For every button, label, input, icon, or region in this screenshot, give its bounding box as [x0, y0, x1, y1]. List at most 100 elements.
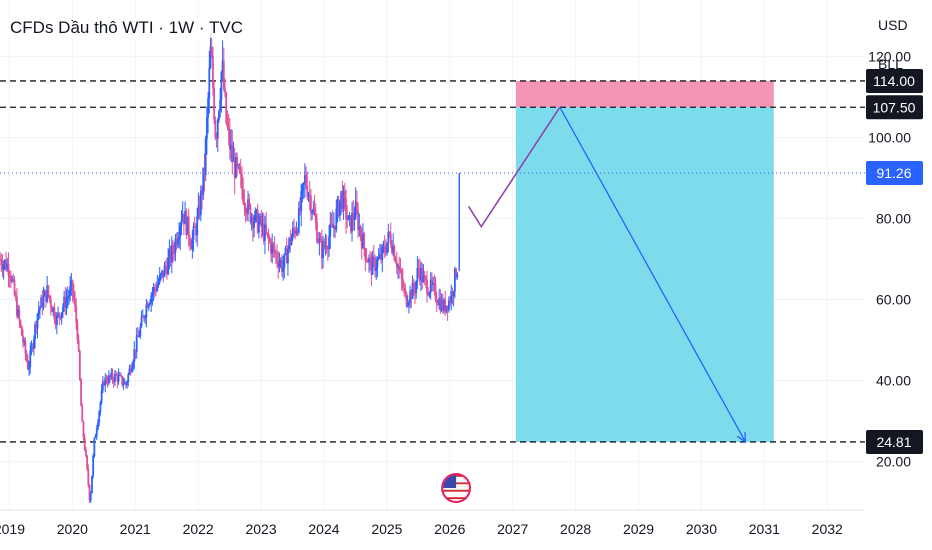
candle-body [378, 254, 381, 258]
candle-body [257, 222, 260, 233]
candle-body [421, 268, 424, 282]
candle-body [54, 319, 57, 325]
candle-body [219, 99, 222, 111]
candle-body [414, 289, 416, 294]
candle-body [17, 309, 20, 317]
candle-body [313, 208, 316, 216]
candle-body [146, 304, 149, 308]
candle-body [239, 171, 242, 175]
candle-body [345, 198, 347, 220]
candle-body [88, 484, 91, 501]
candle-body [152, 287, 155, 293]
candle-body [64, 296, 67, 308]
candle-body [420, 268, 422, 281]
candle-body [19, 320, 22, 327]
candle-body [226, 122, 229, 128]
candle-body [52, 307, 55, 313]
candle-body [126, 382, 128, 385]
candle-body [1, 265, 4, 270]
candle-body [288, 238, 291, 250]
candle-body [30, 346, 33, 351]
candle-body [392, 246, 395, 253]
candle-body [63, 296, 66, 308]
candle-body [121, 375, 124, 385]
candle-body [91, 475, 93, 494]
candle-body [437, 302, 439, 305]
candle-body [415, 281, 418, 294]
candle-body [32, 339, 35, 350]
candle-body [364, 248, 367, 261]
candle-body [452, 291, 455, 297]
x-tick-label: 2028 [560, 521, 591, 537]
candle-body [260, 215, 263, 227]
candle-body [368, 257, 370, 263]
candle-body [145, 304, 148, 318]
candle-body [144, 317, 147, 319]
candle-body [11, 278, 13, 282]
candle-body [326, 249, 329, 251]
candle-body [273, 246, 276, 253]
candle-body [335, 208, 338, 230]
candle-body [426, 279, 428, 295]
forecast-arrow-head [736, 431, 747, 444]
candle-body [423, 274, 426, 278]
candle-body [198, 205, 201, 216]
candle-body [127, 374, 130, 383]
candle-body [163, 265, 166, 277]
candle-body [280, 260, 283, 272]
candle-body [444, 299, 447, 312]
candle-body [310, 195, 312, 213]
candle-body [294, 230, 297, 234]
candle-body [440, 299, 443, 311]
candle-body [117, 375, 120, 382]
candle-body [176, 239, 179, 245]
candle-body [312, 208, 315, 213]
candle-body [110, 372, 113, 378]
candle-body [287, 249, 289, 264]
candle-body [175, 238, 178, 245]
candle-body [57, 313, 59, 316]
candle-body [325, 245, 328, 250]
candle-body [139, 326, 142, 337]
candle-body [353, 218, 356, 220]
candle-body [238, 165, 241, 172]
candle-body [86, 455, 89, 469]
candle-body [311, 212, 314, 214]
candle-body [0, 259, 3, 266]
candle-body [199, 190, 202, 216]
current-price-tag: 91.26 [866, 160, 923, 185]
candle-body [212, 55, 214, 89]
candle-body [6, 264, 9, 270]
candle-body [399, 269, 402, 271]
candle-body [391, 244, 393, 253]
flag-stripe [443, 493, 470, 496]
candle-body [405, 292, 408, 307]
candle-body [331, 223, 334, 229]
candle-body [36, 314, 39, 329]
candle-body [366, 260, 369, 263]
y-tick-label: 100.00 [868, 130, 911, 146]
candle-body [372, 256, 375, 258]
candle-body [282, 267, 284, 272]
candle-body [76, 322, 79, 340]
candle-body [143, 316, 145, 319]
candle-body [293, 228, 295, 231]
candle-body [161, 270, 164, 274]
x-tick-label: 2029 [623, 521, 654, 537]
candle-body [422, 274, 425, 282]
candle-body [216, 119, 219, 139]
candle-body [34, 323, 36, 340]
candle-body [213, 88, 216, 120]
candle-body [307, 194, 310, 197]
currency-label[interactable]: USD [878, 17, 908, 33]
candle-body [109, 375, 111, 378]
candle-body [12, 278, 15, 280]
candle-body [247, 199, 249, 214]
candle-body [354, 201, 357, 219]
candle-body [383, 246, 386, 252]
candle-body [141, 316, 144, 318]
candle-body [232, 158, 235, 162]
unit-label[interactable]: BLL [878, 56, 903, 72]
candle-body [409, 290, 412, 303]
